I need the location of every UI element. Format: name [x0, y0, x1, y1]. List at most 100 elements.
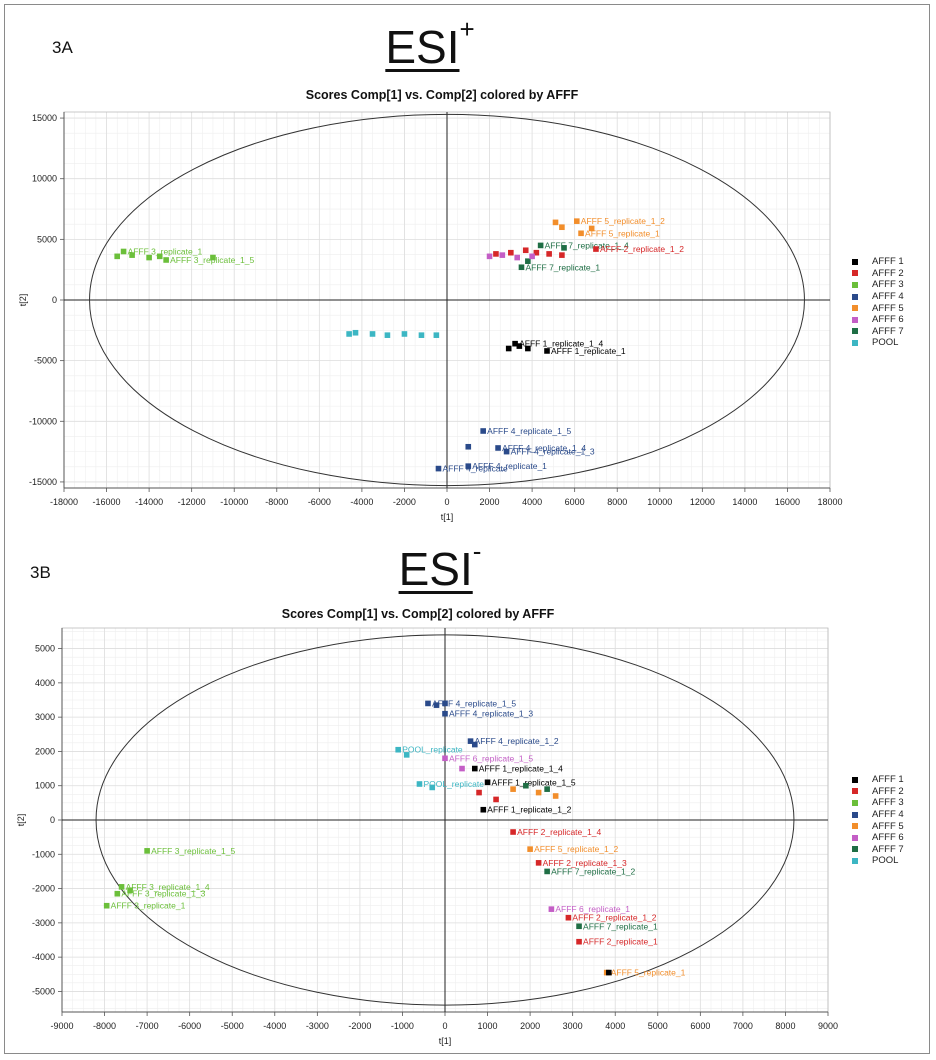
point-label: AFFF 2_replicate_1 — [583, 937, 658, 947]
point-label: AFFF 4_replicate_1_4 — [502, 443, 586, 453]
figure-frame — [4, 4, 930, 1054]
point-label: AFFF 4_replicate_1_5 — [432, 698, 516, 708]
data-point — [433, 332, 440, 338]
data-point — [384, 332, 391, 338]
x-tick-label-a: 18000 — [817, 497, 842, 507]
legend-label: AFFF 5 — [872, 302, 904, 314]
point-label: AFFF 4_replicate_1_2 — [475, 736, 559, 746]
panel-heading-b-sup: - — [472, 536, 482, 566]
y-tick-label-b: 3000 — [35, 712, 55, 722]
data-point — [480, 806, 487, 813]
legend-item: AFFF 1 — [852, 256, 904, 268]
data-point — [576, 923, 582, 930]
data-point — [510, 829, 516, 835]
legend-item: AFFF 2 — [852, 268, 904, 280]
point-label: AFFF 2_replicate_1_2 — [572, 913, 656, 923]
y-tick-label-a: -15000 — [29, 477, 57, 487]
x-tick-label-a: 12000 — [690, 497, 715, 507]
data-point — [495, 445, 501, 451]
data-point — [559, 252, 565, 258]
x-tick-label-a: -10000 — [220, 497, 248, 507]
legend-label: POOL — [872, 855, 899, 867]
legend-label: AFFF 3 — [872, 797, 904, 809]
data-point — [544, 348, 550, 354]
legend-swatch — [852, 281, 858, 288]
legend-swatch — [852, 258, 858, 265]
data-point — [210, 254, 216, 261]
data-point — [433, 702, 440, 708]
point-label: AFFF 7_replicate_1 — [583, 921, 658, 931]
legend-label: AFFF 7 — [872, 843, 904, 855]
legend-item: AFFF 4 — [852, 809, 904, 821]
legend-item: POOL — [852, 337, 904, 349]
legend-label: AFFF 7 — [872, 325, 904, 337]
y-tick-label-b: -4000 — [32, 952, 55, 962]
panel-heading-a: ESI+ — [330, 14, 530, 74]
legend-swatch — [852, 811, 858, 818]
legend-swatch — [852, 339, 858, 346]
x-tick-label-a: 4000 — [522, 497, 542, 507]
data-point — [465, 443, 472, 450]
point-label: AFFF 3_replicate_1_5 — [151, 846, 235, 856]
legend-swatch — [852, 846, 858, 853]
data-point — [512, 340, 518, 347]
data-point — [471, 765, 478, 772]
point-label: AFFF 5_replicate_1_2 — [581, 216, 665, 226]
point-label: AFFF 6_replicate_1 — [555, 904, 630, 914]
y-tick-label-b: -1000 — [32, 849, 55, 859]
data-point — [486, 253, 493, 260]
data-point — [129, 252, 135, 258]
data-point — [114, 253, 120, 260]
legend-swatch — [852, 857, 858, 864]
confidence-ellipse-a — [89, 113, 805, 487]
x-tick-label-a: -16000 — [93, 497, 121, 507]
chart-title-b: Scores Comp[1] vs. Comp[2] colored by AF… — [281, 607, 555, 621]
y-tick-label-b: -5000 — [32, 986, 55, 996]
x-axis-title-b: t[1] — [439, 1036, 452, 1046]
legend-swatch — [852, 293, 858, 300]
legend-label: AFFF 5 — [872, 820, 904, 832]
data-point — [346, 331, 352, 337]
data-point — [535, 789, 542, 796]
data-point — [516, 343, 523, 349]
x-tick-label-a: -6000 — [308, 497, 331, 507]
x-tick-label-b: -9000 — [50, 1021, 73, 1031]
y-tick-label-b: -3000 — [32, 918, 55, 928]
legend-b: AFFF 1 AFFF 2 AFFF 3 AFFF 4 AFFF 5 AFFF 6 AFFF… — [852, 774, 904, 867]
x-tick-label-b: 6000 — [690, 1021, 710, 1031]
x-tick-label-b: 9000 — [818, 1021, 838, 1031]
data-point — [522, 247, 529, 254]
legend-item: AFFF 5 — [852, 820, 904, 832]
data-point — [103, 902, 110, 909]
x-tick-label-b: -7000 — [136, 1021, 159, 1031]
point-label: AFFF 3_replicate_1_4 — [126, 882, 210, 892]
y-tick-label-b: 4000 — [35, 678, 55, 688]
data-point — [544, 868, 550, 875]
data-point — [352, 329, 359, 336]
data-point — [544, 786, 550, 792]
data-point — [127, 887, 133, 894]
data-point — [442, 700, 448, 707]
point-label: AFFF 4_replicate_1_5 — [487, 426, 571, 436]
y-tick-label-a: -10000 — [29, 416, 57, 426]
data-point — [114, 890, 121, 897]
data-point — [565, 914, 572, 921]
data-point — [480, 428, 486, 434]
legend-item: AFFF 6 — [852, 314, 904, 326]
point-label: AFFF 4_replicate — [442, 464, 507, 474]
data-point — [416, 781, 423, 787]
point-label: AFFF 4_replicate_1_3 — [511, 447, 595, 457]
legend-item: AFFF 6 — [852, 832, 904, 844]
data-point — [459, 765, 465, 772]
data-point — [525, 345, 531, 352]
point-label: AFFF 3_replicate_1_5 — [170, 255, 254, 265]
data-point — [537, 242, 544, 249]
legend-swatch — [852, 305, 858, 312]
data-point — [546, 251, 552, 257]
x-axis-title-a: t[1] — [441, 512, 454, 522]
panel-heading-a-main: ESI — [385, 21, 460, 73]
y-tick-label-a: 5000 — [37, 234, 57, 244]
data-point — [552, 219, 559, 226]
data-point — [118, 884, 125, 890]
